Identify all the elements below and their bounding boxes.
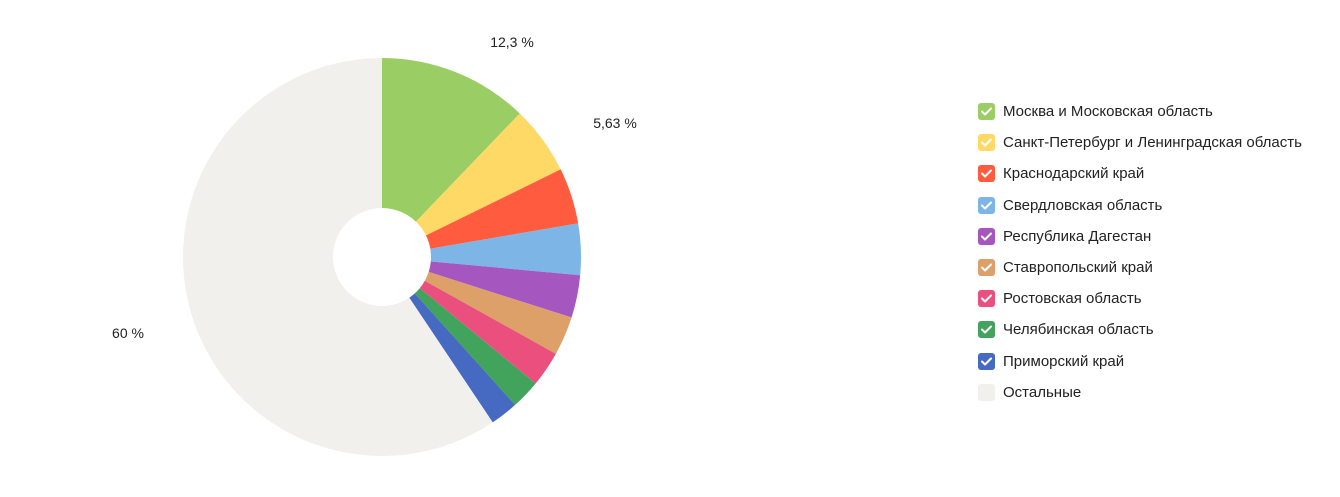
check-icon: [981, 107, 992, 116]
legend-checkbox-checked[interactable]: [978, 165, 995, 183]
legend-item[interactable]: Краснодарский край: [978, 158, 1302, 189]
legend-checkbox-checked[interactable]: [978, 103, 995, 121]
legend-item[interactable]: Приморский край: [978, 346, 1302, 377]
legend-label: Свердловская область: [1003, 196, 1163, 214]
legend-label: Санкт-Петербург и Ленинградская область: [1003, 134, 1302, 152]
legend-checkbox-checked[interactable]: [978, 321, 995, 339]
legend-label: Ставропольский край: [1003, 259, 1153, 277]
legend-label: Москва и Московская область: [1003, 103, 1213, 121]
legend-checkbox-checked[interactable]: [978, 352, 995, 370]
pie-slice-2[interactable]: [382, 113, 561, 257]
pie-slice-8[interactable]: [382, 257, 536, 405]
legend-item[interactable]: Свердловская область: [978, 190, 1302, 221]
legend-item[interactable]: Москва и Московская область: [978, 96, 1302, 127]
pie-labels: 12,3 % 5,63 % 60 %: [112, 34, 637, 341]
legend-label: Республика Дагестан: [1003, 227, 1152, 245]
legend-label: Челябинская область: [1003, 321, 1154, 339]
pie-slice-3[interactable]: [382, 169, 579, 257]
legend-checkbox-checked[interactable]: [978, 259, 995, 277]
legend-item[interactable]: Ростовская область: [978, 283, 1302, 314]
legend: Москва и Московская область Санкт-Петербу…: [978, 96, 1302, 408]
legend-checkbox-checked[interactable]: [978, 227, 995, 245]
pie-slice-5[interactable]: [382, 257, 581, 318]
pie-slice-1[interactable]: [382, 58, 520, 257]
slice-value-label: 60 %: [112, 325, 144, 341]
slice-value-label: 5,63 %: [593, 115, 637, 131]
check-icon: [981, 325, 992, 334]
check-icon: [981, 138, 992, 147]
check-icon: [981, 232, 992, 241]
check-icon: [981, 169, 992, 178]
legend-item[interactable]: Санкт-Петербург и Ленинградская область: [978, 127, 1302, 158]
legend-item[interactable]: Республика Дагестан: [978, 221, 1302, 252]
pie-slice-9[interactable]: [382, 257, 516, 423]
pie-slice-6[interactable]: [382, 257, 572, 354]
legend-item[interactable]: Ставропольский край: [978, 252, 1302, 283]
check-icon: [981, 294, 992, 303]
check-icon: [981, 201, 992, 210]
legend-item[interactable]: Челябинская область: [978, 314, 1302, 345]
legend-checkbox-checked[interactable]: [978, 290, 995, 308]
donut-hole: [333, 208, 431, 306]
legend-checkbox-checked[interactable]: [978, 134, 995, 152]
legend-label: Остальные: [1003, 383, 1082, 401]
legend-item[interactable]: Остальные: [978, 377, 1302, 408]
legend-label: Приморский край: [1003, 352, 1125, 370]
check-icon: [981, 263, 992, 272]
pie-slice-7[interactable]: [382, 257, 556, 384]
slice-value-label: 12,3 %: [490, 34, 534, 50]
legend-label: Краснодарский край: [1003, 165, 1145, 183]
legend-label: Ростовская область: [1003, 290, 1142, 308]
legend-checkbox-checked[interactable]: [978, 196, 995, 214]
check-icon: [981, 357, 992, 366]
legend-checkbox[interactable]: [978, 383, 995, 401]
pie-slice-4[interactable]: [382, 223, 582, 276]
